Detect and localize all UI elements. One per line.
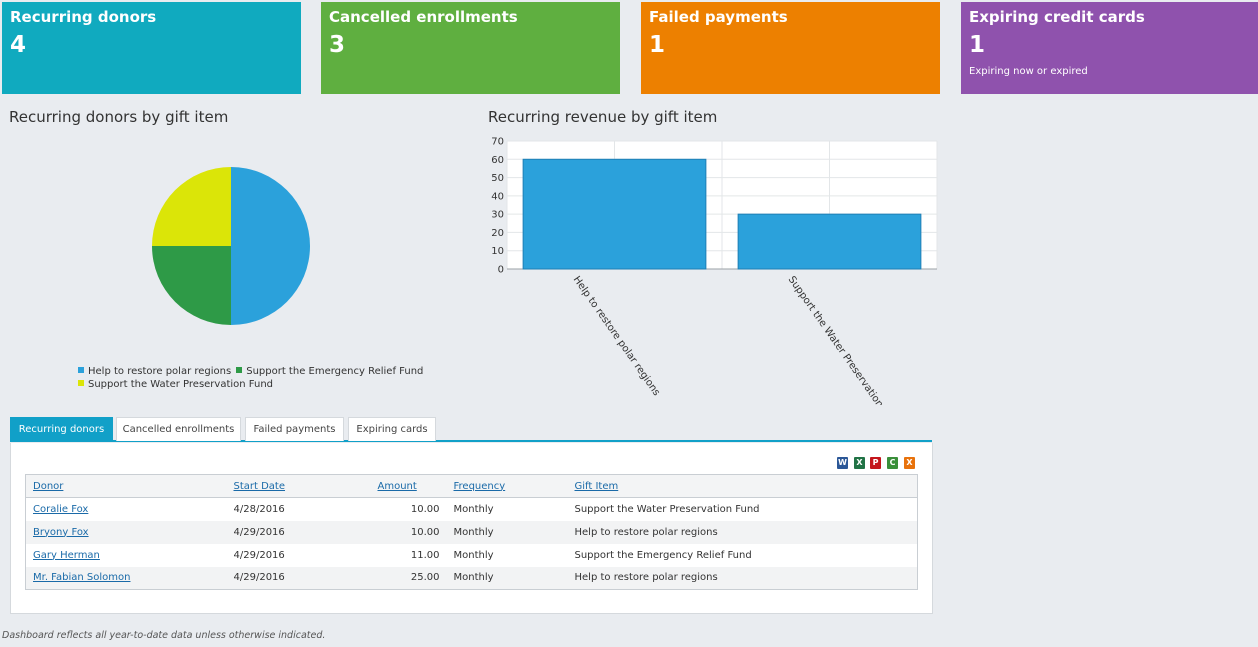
column-header-amount: Amount bbox=[370, 474, 447, 498]
y-tick-label: 30 bbox=[491, 210, 504, 221]
gift-item-cell: Help to restore polar regions bbox=[567, 520, 918, 544]
y-tick-label: 50 bbox=[491, 173, 504, 184]
frequency-cell: Monthly bbox=[446, 520, 568, 544]
legend-item: Help to restore polar regions bbox=[78, 365, 231, 378]
tab-failed-payments[interactable]: Failed payments bbox=[245, 417, 344, 441]
legend-swatch bbox=[236, 367, 243, 373]
column-header-start-date: Start Date bbox=[226, 474, 371, 498]
donor-link[interactable]: Mr. Fabian Solomon bbox=[33, 572, 131, 584]
table-row: Mr. Fabian Solomon 4/29/2016 25.00 Month… bbox=[25, 566, 918, 590]
table-header-row: Donor Start Date Amount Frequency Gift I… bbox=[25, 474, 918, 498]
bar bbox=[522, 158, 707, 270]
legend-item: Support the Emergency Relief Fund bbox=[236, 365, 423, 378]
tile-title: Failed payments bbox=[649, 8, 788, 26]
donor-link[interactable]: Bryony Fox bbox=[33, 526, 89, 538]
sort-gift-item-link[interactable]: Gift Item bbox=[574, 480, 619, 492]
y-tick-label: 40 bbox=[491, 191, 504, 202]
donor-link[interactable]: Gary Herman bbox=[33, 549, 100, 561]
bar-chart: 0 10 20 30 40 50 60 70 Help to restore polar reg… bbox=[491, 137, 938, 405]
bar bbox=[737, 213, 922, 270]
tile-failed-payments[interactable]: Failed payments 1 bbox=[641, 2, 940, 94]
donor-cell: Mr. Fabian Solomon bbox=[25, 566, 227, 590]
column-header-donor: Donor bbox=[25, 474, 227, 498]
legend-label: Support the Emergency Relief Fund bbox=[246, 366, 424, 377]
legend-label: Support the Water Preservation Fund bbox=[88, 379, 274, 390]
y-tick-label: 10 bbox=[491, 246, 504, 257]
pie-legend: Help to restore polar regions Support the… bbox=[78, 365, 428, 391]
donor-cell: Bryony Fox bbox=[25, 520, 227, 544]
column-header-frequency: Frequency bbox=[446, 474, 568, 498]
pdf-export-icon[interactable]: P bbox=[870, 457, 881, 469]
amount-cell: 11.00 bbox=[410, 549, 440, 561]
tile-title: Expiring credit cards bbox=[969, 8, 1145, 26]
tile-cancelled-enrollments[interactable]: Cancelled enrollments 3 bbox=[321, 2, 620, 94]
tile-expiring-credit-cards[interactable]: Expiring credit cards 1 Expiring now or … bbox=[961, 2, 1258, 94]
donor-link[interactable]: Coralie Fox bbox=[33, 503, 89, 515]
pie-chart bbox=[152, 167, 310, 325]
footnote: Dashboard reflects all year-to-date data… bbox=[2, 630, 326, 641]
tab-recurring-donors[interactable]: Recurring donors bbox=[10, 417, 113, 441]
table-row: Bryony Fox 4/29/2016 10.00 Monthly Help … bbox=[25, 520, 918, 544]
legend-swatch bbox=[78, 367, 84, 373]
word-export-icon[interactable]: W bbox=[837, 457, 848, 469]
tile-count: 4 bbox=[10, 32, 27, 58]
amount-cell: 25.00 bbox=[370, 566, 447, 590]
xml-export-icon[interactable]: X bbox=[904, 457, 915, 469]
column-header-gift-item: Gift Item bbox=[567, 474, 918, 498]
tab-expiring-cards[interactable]: Expiring cards bbox=[348, 417, 436, 441]
legend-item: Support the Water Preservation Fund bbox=[78, 378, 273, 391]
start-date-cell: 4/28/2016 bbox=[233, 503, 285, 515]
legend-label: Help to restore polar regions bbox=[88, 366, 232, 377]
tile-title: Recurring donors bbox=[10, 8, 157, 26]
y-tick-label: 0 bbox=[498, 265, 504, 276]
tile-subtitle: Expiring now or expired bbox=[969, 66, 1088, 77]
tile-recurring-donors[interactable]: Recurring donors 4 bbox=[2, 2, 301, 94]
pie-slice bbox=[152, 246, 231, 325]
donor-cell: Coralie Fox bbox=[26, 498, 227, 521]
recurring-donors-table: Donor Start Date Amount Frequency Gift I… bbox=[25, 474, 918, 590]
tile-title: Cancelled enrollments bbox=[329, 8, 518, 26]
amount-cell: 10.00 bbox=[370, 520, 447, 544]
pie-slice bbox=[231, 167, 310, 325]
x-tick-label: Help to restore polar regions bbox=[571, 274, 662, 398]
tile-count: 1 bbox=[649, 32, 666, 58]
table-row: Gary Herman 4/29/2016 11.00 Monthly Supp… bbox=[26, 544, 918, 567]
start-date-cell: 4/29/2016 bbox=[226, 520, 371, 544]
x-tick-label: Support the Water Preservation Fund bbox=[786, 274, 901, 405]
tile-count: 3 bbox=[329, 32, 346, 58]
gift-item-cell: Help to restore polar regions bbox=[567, 566, 918, 590]
tile-count: 1 bbox=[969, 32, 986, 58]
csv-export-icon[interactable]: C bbox=[887, 457, 898, 469]
y-tick-label: 70 bbox=[491, 137, 504, 148]
frequency-cell: Monthly bbox=[453, 503, 494, 515]
sort-donor-link[interactable]: Donor bbox=[33, 480, 64, 492]
excel-export-icon[interactable]: X bbox=[854, 457, 865, 469]
sort-start-date-link[interactable]: Start Date bbox=[233, 480, 286, 492]
grid-panel: W X P C X Donor Start Date Amount Freque… bbox=[10, 443, 933, 614]
start-date-cell: 4/29/2016 bbox=[226, 566, 371, 590]
bar-chart-title: Recurring revenue by gift item bbox=[488, 108, 718, 126]
amount-cell: 10.00 bbox=[410, 503, 440, 515]
y-tick-label: 20 bbox=[491, 228, 504, 239]
frequency-cell: Monthly bbox=[453, 549, 494, 561]
frequency-cell: Monthly bbox=[446, 566, 568, 590]
tab-cancelled-enrollments[interactable]: Cancelled enrollments bbox=[116, 417, 241, 441]
donor-cell: Gary Herman bbox=[26, 544, 227, 567]
gift-item-cell: Support the Water Preservation Fund bbox=[574, 503, 760, 515]
pie-chart-title: Recurring donors by gift item bbox=[9, 108, 229, 126]
table-row: Coralie Fox 4/28/2016 10.00 Monthly Supp… bbox=[26, 498, 918, 521]
legend-swatch bbox=[78, 380, 84, 386]
sort-frequency-link[interactable]: Frequency bbox=[453, 480, 506, 492]
start-date-cell: 4/29/2016 bbox=[233, 549, 285, 561]
pie-slice bbox=[152, 167, 231, 246]
y-tick-label: 60 bbox=[491, 155, 504, 166]
sort-amount-link[interactable]: Amount bbox=[377, 480, 417, 492]
tab-bar: Recurring donors Cancelled enrollments F… bbox=[10, 417, 932, 442]
gift-item-cell: Support the Emergency Relief Fund bbox=[574, 549, 752, 561]
